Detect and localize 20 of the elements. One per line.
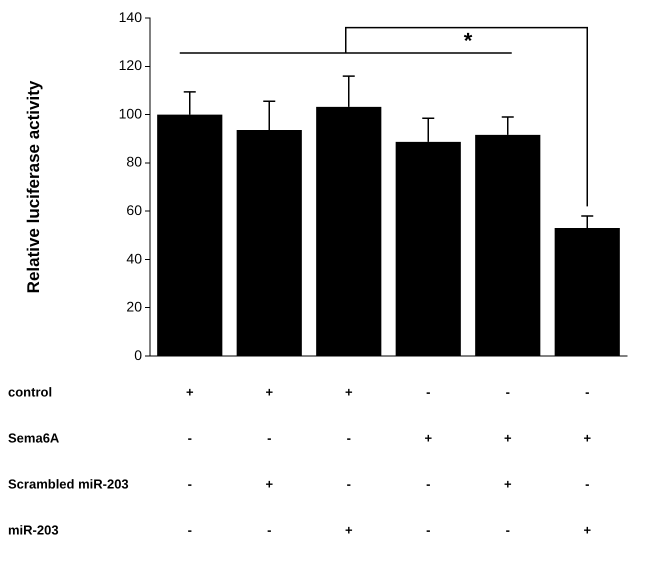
y-tick-label: 80 [126,154,142,170]
category-label: - + - - [424,384,432,538]
y-tick-label: 120 [118,57,142,74]
y-tick-label: 140 [118,8,142,25]
category-label: - + + - [504,384,512,538]
y-tick-label: 20 [126,298,142,315]
y-tick-label: 100 [118,105,142,122]
category-label: + - - - [186,384,194,538]
category-label: - + - + [583,384,592,538]
category-label: + - + - [265,384,274,538]
category-label: + - - + [344,384,353,538]
y-tick-label: 0 [134,346,142,363]
y-axis-title: Relative luciferase activity [24,80,43,294]
text: control [8,384,52,400]
annotation: * [464,28,473,53]
text: Sema6A [8,430,60,446]
y-tick-label: 60 [126,202,142,218]
y-tick-label: 40 [126,250,142,266]
text: miR-203 [8,522,59,538]
text: Scrambled miR-203 [8,476,129,492]
